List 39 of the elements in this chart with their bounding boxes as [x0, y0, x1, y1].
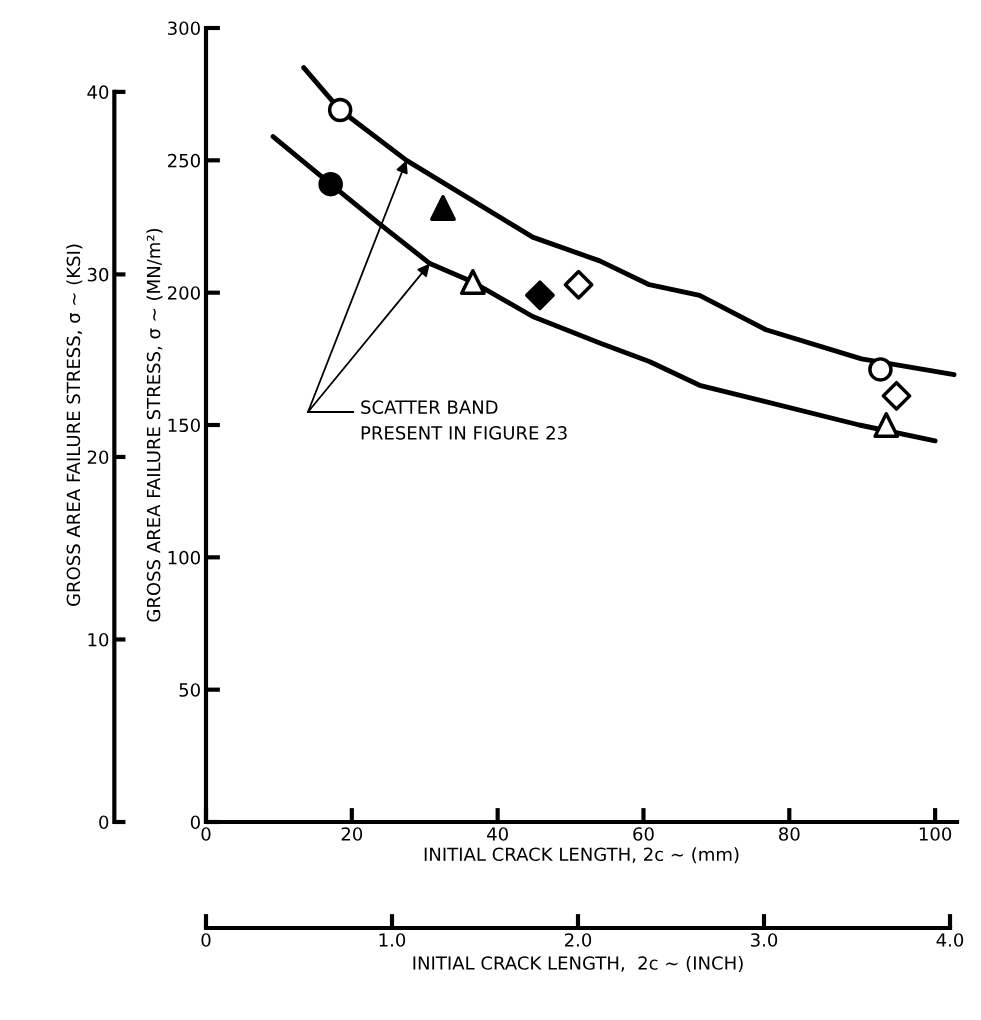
y-tick-label: 50 [179, 683, 200, 697]
x-tick-label: 0 [201, 827, 211, 841]
x-tick-label: 80 [779, 827, 800, 841]
point [873, 412, 900, 438]
x2-tick-label: 3.0 [751, 933, 778, 947]
y-tick-label: 200 [168, 286, 200, 300]
x2-tick-label: 2.0 [564, 933, 592, 947]
x-tick-label: 40 [487, 827, 508, 841]
point [563, 269, 594, 300]
x-tick-label: 20 [341, 827, 363, 841]
y2-tick-label: 40 [87, 85, 109, 99]
y2-tick-label: 0 [99, 815, 109, 830]
y-tick-label: 0 [190, 815, 200, 830]
y-tick-label: 100 [168, 550, 200, 565]
y2-tick-label: 20 [87, 450, 109, 465]
point [318, 171, 343, 197]
line-series [301, 65, 957, 378]
point [881, 380, 912, 411]
annotation: SCATTER BAND PRESENT IN FIGURE 23 [361, 400, 567, 440]
x2-tick-label: 1.0 [379, 933, 406, 947]
y2-tick-label: 30 [87, 267, 109, 282]
x-tick-label: 60 [633, 827, 654, 841]
point [430, 195, 456, 221]
y2-tick-label: 10 [88, 632, 109, 647]
y-tick-label: 250 [168, 153, 200, 168]
point [459, 269, 486, 296]
x2-tick-label: 4.0 [936, 933, 964, 947]
y-axis-title: GROSS AREA FAILURE STRESS, σ ~ (MN/m²) [146, 228, 163, 622]
x-tick-label: 100 [919, 827, 952, 841]
x-axis-title: INITIAL CRACK LENGTH, 2c ~ (mm) [424, 847, 739, 864]
y2-axis-title: GROSS AREA FAILURE STRESS, σ ~ (KSI) [66, 244, 83, 606]
line-series [270, 134, 938, 444]
y-tick-label: 300 [168, 21, 200, 36]
point [327, 97, 353, 123]
x2-axis-title: INITIAL CRACK LENGTH, 2c ~ (INCH) [413, 955, 743, 972]
x2-tick-label: 0 [201, 933, 211, 947]
point [868, 357, 893, 382]
point [525, 280, 555, 311]
y-tick-label: 150 [168, 418, 200, 433]
